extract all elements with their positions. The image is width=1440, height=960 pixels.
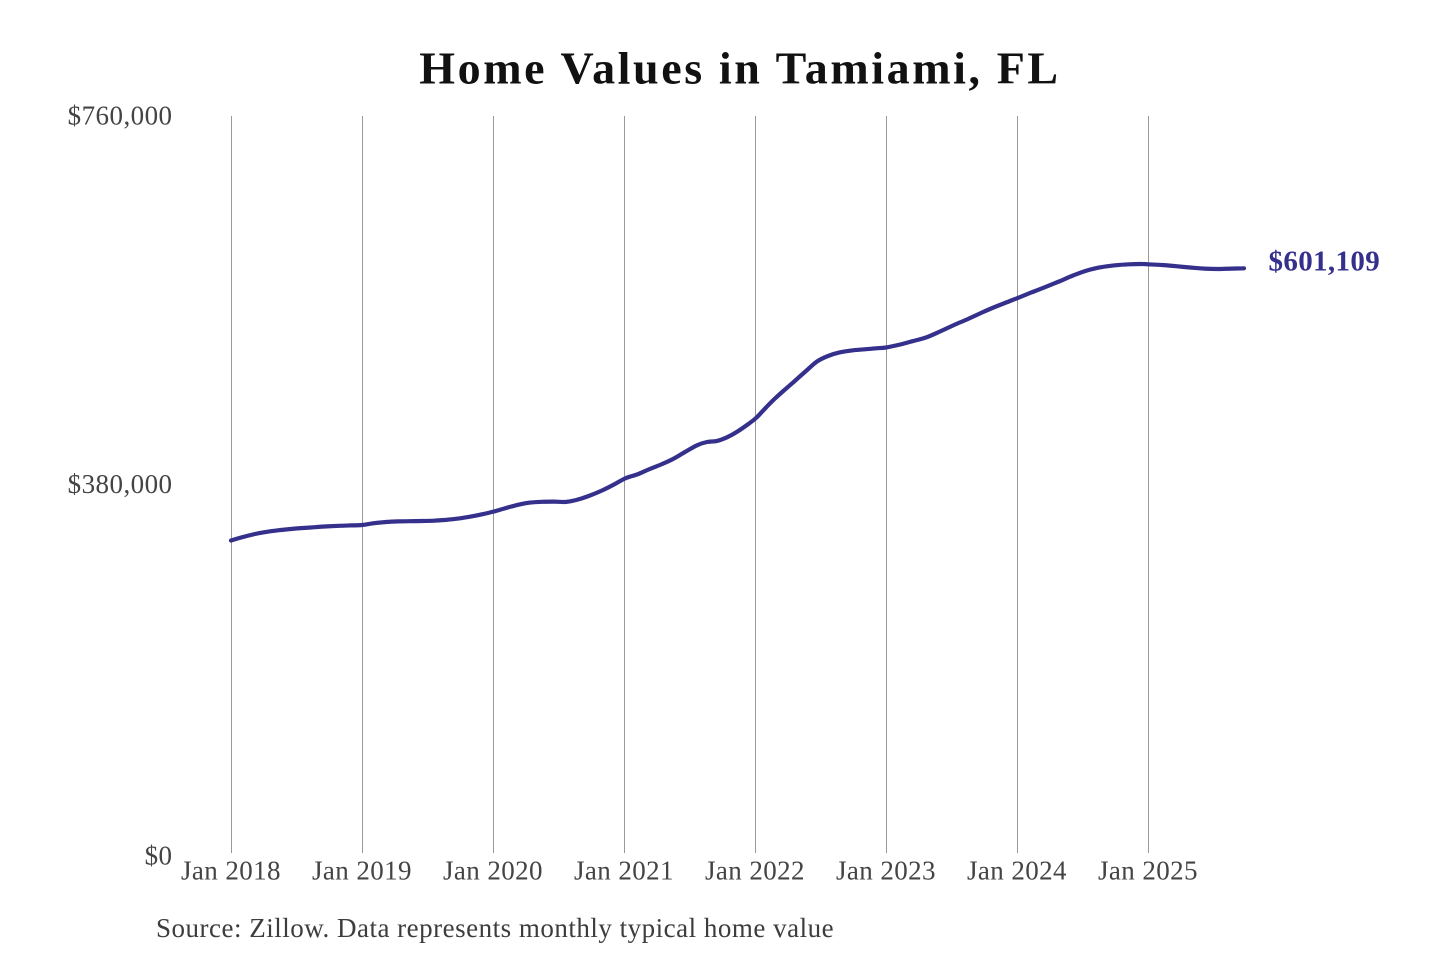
svg-text:Jan 2021: Jan 2021 <box>574 856 674 886</box>
svg-text:Jan 2019: Jan 2019 <box>312 856 412 886</box>
svg-text:Jan 2020: Jan 2020 <box>443 856 543 886</box>
svg-text:$760,000: $760,000 <box>68 101 173 131</box>
svg-text:Jan 2018: Jan 2018 <box>181 856 281 886</box>
svg-text:Jan 2025: Jan 2025 <box>1098 856 1198 886</box>
svg-text:Jan 2022: Jan 2022 <box>705 856 805 886</box>
svg-text:$0: $0 <box>145 841 173 871</box>
svg-text:Jan 2023: Jan 2023 <box>836 856 936 886</box>
svg-text:Home Values in Tamiami, FL: Home Values in Tamiami, FL <box>419 43 1060 94</box>
svg-text:$601,109: $601,109 <box>1269 246 1381 278</box>
svg-text:Jan 2024: Jan 2024 <box>967 856 1067 886</box>
svg-text:Source: Zillow. Data represent: Source: Zillow. Data represents monthly … <box>156 913 834 943</box>
svg-text:$380,000: $380,000 <box>68 469 173 499</box>
